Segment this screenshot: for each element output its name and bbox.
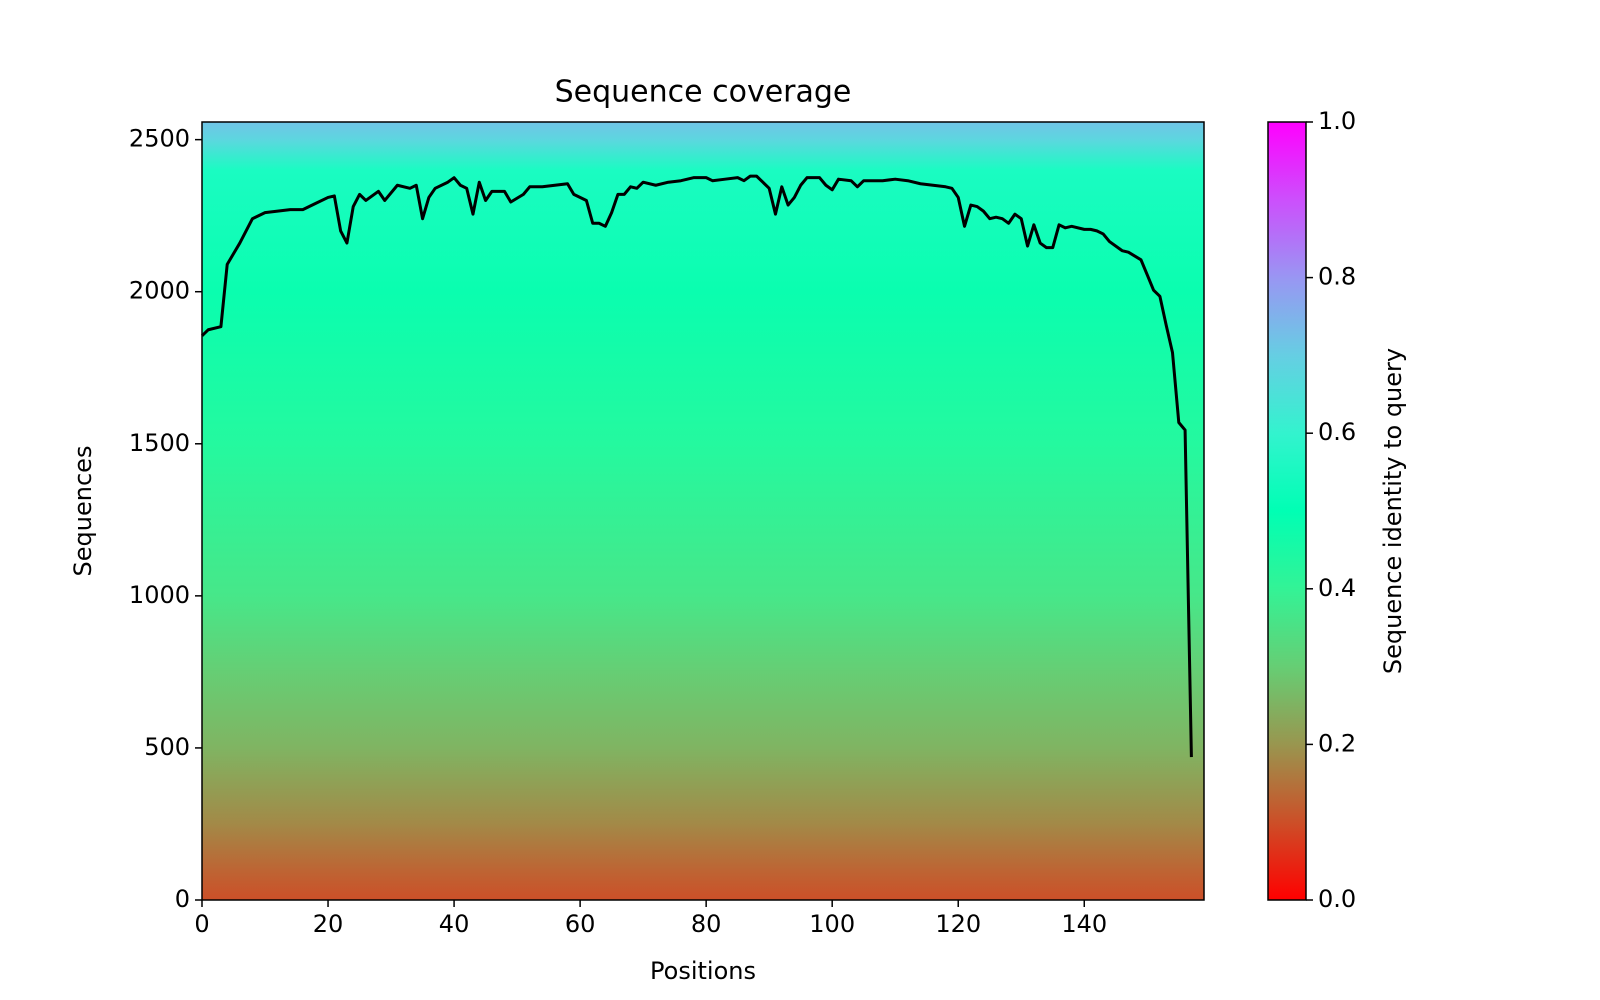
heatmap-band: [202, 869, 1204, 901]
heatmap-band: [202, 139, 1204, 171]
colorbar-tick-label: 0.4: [1318, 574, 1356, 602]
plot-frame: [201, 121, 1205, 901]
x-tick-label: 120: [935, 910, 981, 938]
x-tick-label: 0: [194, 910, 209, 938]
x-axis-label: Positions: [650, 957, 756, 985]
heatmap-band: [202, 291, 1204, 445]
y-tick-label: 500: [144, 733, 190, 761]
colorbar-tick-label: 0.2: [1318, 729, 1356, 757]
heatmap-band: [202, 443, 1204, 597]
colorbar-tick-label: 0.6: [1318, 418, 1356, 446]
x-tick-label: 80: [691, 910, 722, 938]
y-tick-label: 1000: [129, 581, 190, 609]
heatmap-band: [202, 823, 1204, 871]
colorbar-label: Sequence identity to query: [1379, 348, 1407, 674]
coverage-line: [200, 174, 1193, 758]
x-tick-label: 40: [439, 910, 470, 938]
x-tick-label: 140: [1061, 910, 1107, 938]
y-tick-label: 1500: [129, 429, 190, 457]
chart-title: Sequence coverage: [555, 75, 852, 110]
colorbar-tick-label: 1.0: [1318, 107, 1356, 135]
y-axis-label: Sequences: [69, 446, 97, 577]
y-tick-label: 0: [175, 885, 190, 913]
colorbar-tick-label: 0.8: [1318, 263, 1356, 291]
colorbar-tick-label: 0.0: [1318, 885, 1356, 913]
x-tick-label: 20: [313, 910, 344, 938]
heatmap-band: [202, 170, 1204, 293]
x-tick-label: 60: [565, 910, 596, 938]
x-tick-label: 100: [809, 910, 855, 938]
y-tick-label: 2500: [129, 125, 190, 153]
y-tick-label: 2000: [129, 277, 190, 305]
heatmap-band: [202, 122, 1204, 141]
colorbar: [1267, 121, 1307, 901]
heatmap-band: [202, 747, 1204, 825]
heatmap-band: [202, 671, 1204, 749]
heatmap-band: [202, 595, 1204, 673]
